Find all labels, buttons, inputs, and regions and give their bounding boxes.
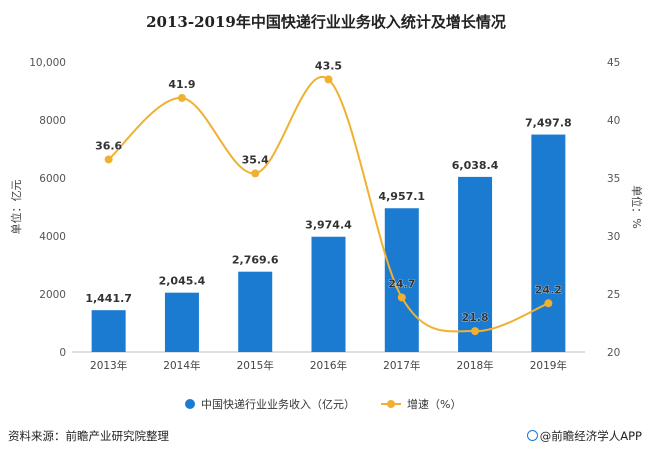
x-tick-label: 2016年 <box>310 359 347 372</box>
revenue-data-label: 6,038.4 <box>452 159 499 172</box>
growth-data-label: 21.8 <box>462 311 489 324</box>
revenue-data-label: 3,974.4 <box>305 219 352 232</box>
brand-credit: @前瞻经济学人APP <box>526 428 642 444</box>
x-tick-label: 2019年 <box>530 359 567 372</box>
y-right-tick-label: 45 <box>607 57 620 69</box>
y-right-tick-label: 35 <box>607 173 620 185</box>
growth-rate-point <box>471 327 480 336</box>
y-left-tick-label: 6000 <box>39 173 66 185</box>
growth-rate-point <box>104 155 113 164</box>
growth-rate-point <box>397 293 406 302</box>
y-right-tick-label: 25 <box>607 289 620 301</box>
x-tick-label: 2017年 <box>383 359 420 372</box>
growth-data-label: 41.9 <box>168 78 195 91</box>
revenue-data-label: 2,045.4 <box>159 275 206 288</box>
y-left-tick-label: 0 <box>59 347 66 359</box>
x-tick-label: 2015年 <box>237 359 274 372</box>
legend-bar-icon <box>185 399 195 409</box>
revenue-bar <box>458 176 493 352</box>
x-tick-label: 2013年 <box>90 359 127 372</box>
brand-logo-icon <box>526 430 538 441</box>
y-left-axis-title: 单位：亿元 <box>9 180 23 235</box>
growth-rate-point <box>324 75 333 84</box>
y-left-tick-label: 4000 <box>39 231 66 243</box>
y-right-axis-title: 单位：% <box>630 185 644 228</box>
brand-text: @前瞻经济学人APP <box>539 429 642 443</box>
revenue-data-label: 7,497.8 <box>525 117 572 130</box>
y-left-tick-label: 2000 <box>39 289 66 301</box>
revenue-data-label: 1,441.7 <box>85 292 132 305</box>
revenue-bar <box>531 134 566 352</box>
revenue-bar <box>238 271 273 352</box>
legend-bar-label: 中国快递行业业务收入（亿元） <box>201 397 355 411</box>
revenue-data-label: 2,769.6 <box>232 254 279 267</box>
revenue-bar <box>91 310 126 352</box>
growth-rate-point <box>544 299 553 308</box>
revenue-data-label: 4,957.1 <box>378 190 425 203</box>
legend-line-marker-icon <box>387 400 395 408</box>
x-tick-label: 2018年 <box>456 359 493 372</box>
revenue-bar <box>311 236 346 352</box>
growth-data-label: 43.5 <box>315 59 342 72</box>
y-right-tick-label: 20 <box>607 347 620 359</box>
y-left-tick-label: 8000 <box>39 115 66 127</box>
growth-data-label: 24.7 <box>388 277 415 290</box>
growth-rate-point <box>177 93 186 102</box>
x-tick-label: 2014年 <box>163 359 200 372</box>
y-left-tick-label: 10,000 <box>29 57 66 69</box>
growth-rate-point <box>251 169 260 178</box>
growth-data-label: 36.6 <box>95 139 122 152</box>
source-note: 资料来源：前瞻产业研究院整理 <box>8 429 169 443</box>
legend-line-label: 增速（%） <box>407 397 461 411</box>
y-right-tick-label: 30 <box>607 231 620 243</box>
chart-title: 2013-2019年中国快递行业业务收入统计及增长情况 <box>146 13 506 31</box>
revenue-bar <box>164 292 199 352</box>
growth-data-label: 24.2 <box>535 283 562 296</box>
growth-data-label: 35.4 <box>242 153 269 166</box>
revenue-bar <box>384 208 419 352</box>
y-right-tick-label: 40 <box>607 115 620 127</box>
